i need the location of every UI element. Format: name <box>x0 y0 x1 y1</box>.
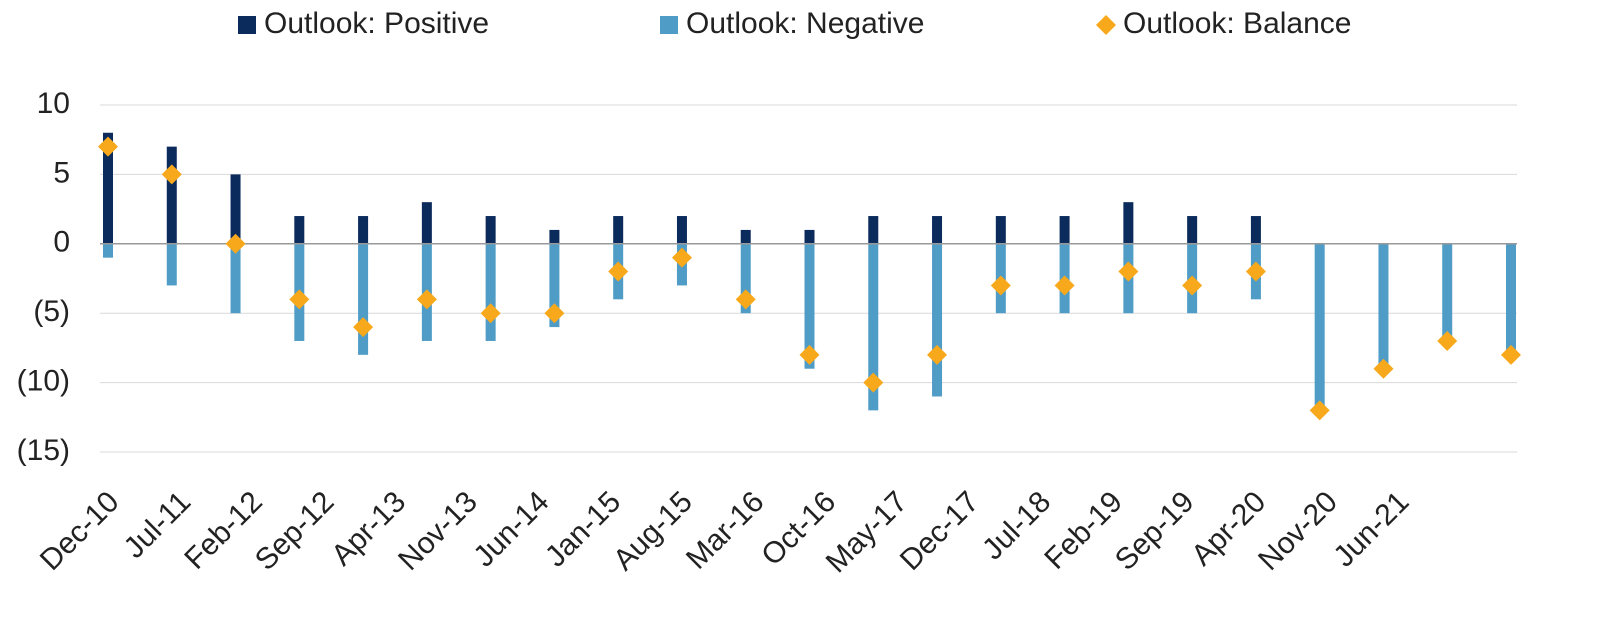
bar <box>613 216 624 244</box>
bar <box>485 216 496 244</box>
bar <box>230 243 241 314</box>
balance-marker <box>544 303 565 324</box>
balance-marker <box>608 261 629 282</box>
balance-marker <box>1501 344 1521 365</box>
balance-marker <box>1054 275 1075 296</box>
balance-marker <box>1437 330 1458 351</box>
bar <box>1378 243 1389 369</box>
bar <box>995 216 1006 244</box>
bar <box>804 229 815 244</box>
balance-marker <box>990 275 1011 296</box>
legend-label: Outlook: Positive <box>264 7 489 40</box>
balance-marker <box>289 289 310 310</box>
y-tick-label: 5 <box>53 156 70 189</box>
bar <box>421 202 432 244</box>
x-tick-label: Jun-14 <box>467 485 555 573</box>
balance-marker <box>863 372 884 393</box>
bar <box>549 243 560 328</box>
bar <box>868 243 879 411</box>
balance-marker <box>1245 261 1266 282</box>
bar <box>103 132 113 244</box>
bar <box>166 243 177 286</box>
y-tick-label: (10) <box>17 365 70 398</box>
balance-marker <box>1182 275 1203 296</box>
x-tick-label: Dec-17 <box>894 485 986 577</box>
legend-swatch <box>238 16 256 34</box>
bar <box>1506 243 1516 355</box>
x-tick-label: Feb-19 <box>1038 485 1129 576</box>
bar <box>166 146 177 244</box>
bar <box>1250 216 1261 244</box>
balance-marker <box>353 317 374 338</box>
balance-marker <box>671 247 692 268</box>
bar <box>358 243 369 355</box>
balance-marker <box>98 136 118 157</box>
balance-marker <box>1118 261 1139 282</box>
bar <box>676 216 687 244</box>
bar <box>1187 216 1198 244</box>
balance-marker <box>480 303 501 324</box>
x-tick-label: Mar-16 <box>680 485 771 576</box>
bar <box>740 229 751 244</box>
bar <box>294 216 305 244</box>
y-tick-label: (15) <box>17 434 70 467</box>
legend-swatch <box>660 16 678 34</box>
bar <box>932 243 943 397</box>
balance-marker <box>799 344 820 365</box>
x-tick-label: Nov-13 <box>392 485 484 577</box>
bar <box>103 243 113 258</box>
bar <box>868 216 879 244</box>
x-tick-label: Jun-21 <box>1327 485 1415 573</box>
y-tick-label: (5) <box>33 295 70 328</box>
bar <box>358 216 369 244</box>
bar <box>230 174 241 244</box>
y-tick-label: 0 <box>53 226 70 259</box>
bar <box>740 243 751 314</box>
bar <box>1314 243 1325 411</box>
bar <box>932 216 943 244</box>
balance-marker <box>225 233 246 254</box>
balance-marker <box>735 289 756 310</box>
y-tick-label: 10 <box>37 87 70 120</box>
bar <box>1123 202 1134 244</box>
x-tick-label: Sep-12 <box>249 485 341 577</box>
bar <box>804 243 815 369</box>
bar <box>1442 243 1453 341</box>
x-tick-label: Aug-15 <box>607 485 699 577</box>
x-tick-label: Nov-20 <box>1252 485 1344 577</box>
x-tick-label: Feb-12 <box>178 485 269 576</box>
balance-marker <box>161 164 182 185</box>
x-tick-label: Dec-10 <box>34 485 126 577</box>
bar <box>1059 216 1070 244</box>
bar <box>485 243 496 341</box>
legend-label: Outlook: Balance <box>1123 7 1351 40</box>
balance-marker <box>416 289 437 310</box>
balance-marker <box>1309 400 1330 421</box>
balance-marker <box>927 344 948 365</box>
bar <box>549 229 560 244</box>
x-tick-label: Sep-19 <box>1109 485 1201 577</box>
x-tick-label: May-17 <box>820 485 914 579</box>
legend-label: Outlook: Negative <box>686 7 924 40</box>
legend-swatch <box>1096 15 1116 35</box>
balance-marker <box>1373 358 1394 379</box>
